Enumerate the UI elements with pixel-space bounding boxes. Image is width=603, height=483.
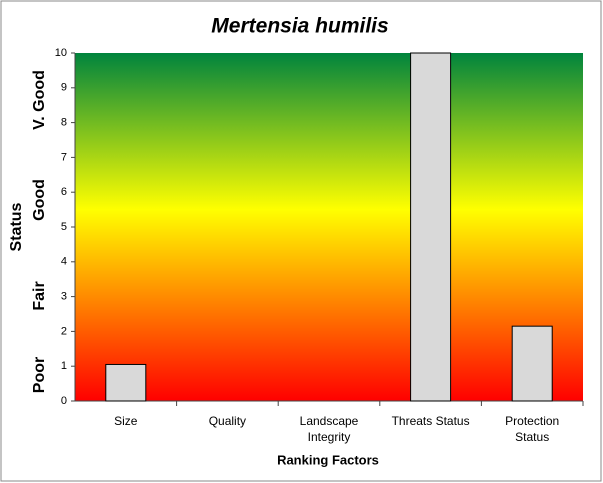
y-tick-label: 1 [61,360,67,372]
status-label: V. Good [31,70,48,130]
y-tick-label: 8 [61,117,67,129]
chart-title: Mertensia humilis [211,15,388,38]
x-tick-label: Size [114,414,138,428]
y-tick-label: 5 [61,221,67,233]
y-tick-label: 9 [61,82,67,94]
plot-background [75,53,583,401]
x-tick-label: Protection Status [505,414,560,444]
bar [511,325,553,402]
y-tick-label: 0 [61,395,67,407]
bar [105,363,147,402]
x-tick-label: Landscape Integrity [299,414,359,444]
status-label: Good [31,179,48,221]
y-tick-label: 2 [61,325,67,337]
x-axis-title: Ranking Factors [277,452,379,467]
x-tick-label: Threats Status [391,414,470,428]
status-label: Poor [31,357,48,393]
bar [410,52,452,402]
y-axis-title: Status [8,202,25,251]
y-tick-label: 6 [61,186,67,198]
y-tick-label: 4 [61,256,67,268]
y-tick-label: 3 [61,291,67,303]
x-tick-label: Quality [208,414,247,428]
y-tick-label: 7 [61,151,67,163]
status-label: Fair [31,281,48,310]
y-tick-label: 10 [55,47,67,59]
